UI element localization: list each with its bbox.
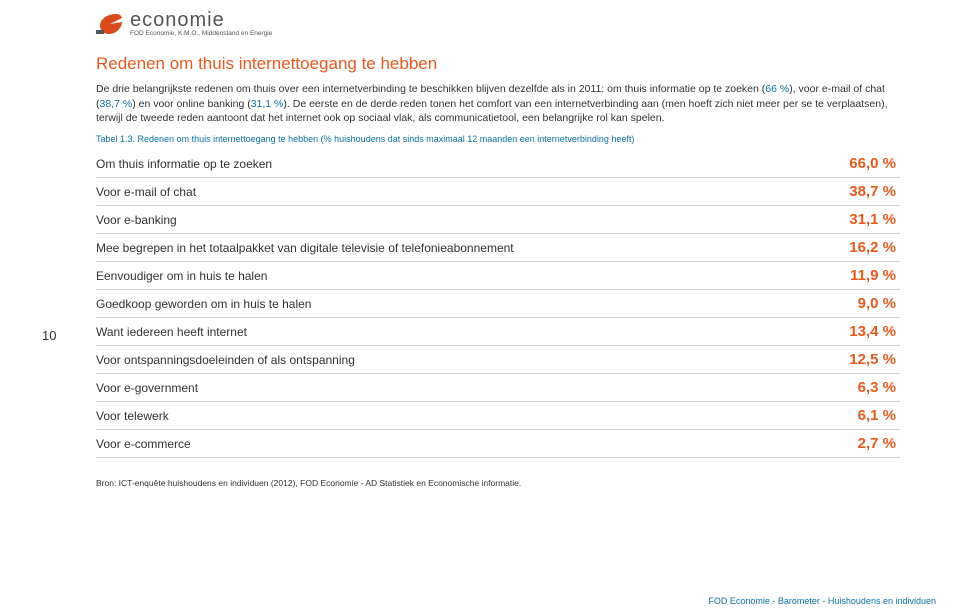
row-label: Voor e-banking <box>96 206 814 234</box>
logo: economie FOD Economie, K.M.O., Middensta… <box>96 10 272 38</box>
table-row: Voor ontspanningsdoeleinden of als ontsp… <box>96 346 900 374</box>
table-row: Voor telewerk6,1 % <box>96 402 900 430</box>
para-text: De drie belangrijkste redenen om thuis o… <box>96 83 765 95</box>
table-row: Want iedereen heeft internet13,4 % <box>96 318 900 346</box>
row-value: 9,0 % <box>814 290 900 318</box>
table-caption: Tabel 1.3. Redenen om thuis internettoeg… <box>96 134 900 144</box>
para-pct66: 66 % <box>765 83 789 95</box>
table-row: Voor e-mail of chat38,7 % <box>96 178 900 206</box>
table-row: Goedkoop geworden om in huis te halen9,0… <box>96 290 900 318</box>
row-value: 31,1 % <box>814 206 900 234</box>
row-value: 2,7 % <box>814 430 900 458</box>
row-value: 11,9 % <box>814 262 900 290</box>
logo-title: economie <box>130 10 272 30</box>
row-value: 6,3 % <box>814 374 900 402</box>
para-text: ) en voor online banking ( <box>132 98 251 110</box>
row-label: Eenvoudiger om in huis te halen <box>96 262 814 290</box>
row-value: 66,0 % <box>814 150 900 178</box>
source-note: Bron: ICT-enquête huishoudens en individ… <box>96 478 900 488</box>
row-value: 16,2 % <box>814 234 900 262</box>
main-content: Redenen om thuis internettoegang te hebb… <box>96 54 900 488</box>
page-number: 10 <box>42 328 56 343</box>
row-label: Want iedereen heeft internet <box>96 318 814 346</box>
logo-icon <box>96 12 124 36</box>
row-value: 38,7 % <box>814 178 900 206</box>
reasons-table: Om thuis informatie op te zoeken66,0 %Vo… <box>96 150 900 458</box>
row-value: 6,1 % <box>814 402 900 430</box>
para-pct387: 38,7 % <box>100 98 133 110</box>
table-row: Voor e-commerce2,7 % <box>96 430 900 458</box>
row-label: Voor telewerk <box>96 402 814 430</box>
body-paragraph: De drie belangrijkste redenen om thuis o… <box>96 82 900 126</box>
para-pct311: 31,1 % <box>251 98 284 110</box>
row-label: Voor e-commerce <box>96 430 814 458</box>
row-label: Mee begrepen in het totaalpakket van dig… <box>96 234 814 262</box>
logo-subtitle: FOD Economie, K.M.O., Middenstand en Ene… <box>130 31 272 38</box>
logo-text: economie FOD Economie, K.M.O., Middensta… <box>130 10 272 38</box>
row-value: 13,4 % <box>814 318 900 346</box>
row-label: Voor ontspanningsdoeleinden of als ontsp… <box>96 346 814 374</box>
row-label: Goedkoop geworden om in huis te halen <box>96 290 814 318</box>
table-row: Mee begrepen in het totaalpakket van dig… <box>96 234 900 262</box>
row-label: Voor e-government <box>96 374 814 402</box>
row-value: 12,5 % <box>814 346 900 374</box>
table-row: Voor e-government6,3 % <box>96 374 900 402</box>
section-heading: Redenen om thuis internettoegang te hebb… <box>96 54 900 74</box>
table-row: Om thuis informatie op te zoeken66,0 % <box>96 150 900 178</box>
row-label: Voor e-mail of chat <box>96 178 814 206</box>
page-footer: FOD Economie - Barometer - Huishoudens e… <box>708 596 936 606</box>
table-row: Eenvoudiger om in huis te halen11,9 % <box>96 262 900 290</box>
table-row: Voor e-banking31,1 % <box>96 206 900 234</box>
row-label: Om thuis informatie op te zoeken <box>96 150 814 178</box>
